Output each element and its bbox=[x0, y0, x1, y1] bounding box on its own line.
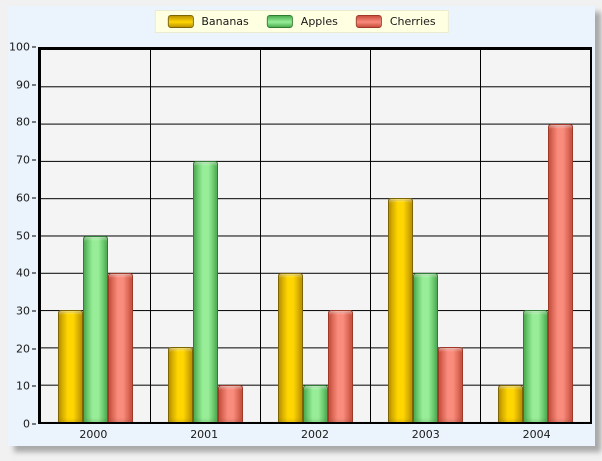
bar-cherries-2001[interactable] bbox=[217, 384, 243, 422]
bar-group-2001 bbox=[150, 49, 260, 422]
x-axis-label-2002: 2002 bbox=[300, 428, 329, 441]
bar-group-2002 bbox=[260, 49, 370, 422]
y-axis-tick: 50 bbox=[16, 229, 36, 242]
bar-cherries-2003[interactable] bbox=[437, 347, 463, 422]
y-axis-tick-label: 40 bbox=[16, 266, 30, 280]
y-axis-tick-mark bbox=[32, 348, 36, 350]
bar-cherries-2004[interactable] bbox=[547, 123, 573, 422]
bar-bananas-2004[interactable] bbox=[497, 384, 523, 422]
y-axis-tick-mark bbox=[32, 385, 36, 387]
bar-group-2003 bbox=[370, 49, 480, 422]
bar-apples-2002[interactable] bbox=[302, 384, 328, 422]
legend-item-apples[interactable]: Apples bbox=[266, 15, 338, 28]
chart-legend: Bananas Apples Cherries bbox=[154, 10, 449, 33]
plot-area bbox=[38, 47, 592, 424]
bar-cherries-2000[interactable] bbox=[107, 272, 133, 422]
y-axis-tick: 90 bbox=[16, 78, 36, 91]
legend-label: Bananas bbox=[201, 15, 249, 28]
x-axis: 2000 2001 2002 2003 2004 bbox=[38, 426, 592, 442]
bar-group-2004 bbox=[480, 49, 590, 422]
y-axis-tick: 10 bbox=[16, 380, 36, 393]
y-axis-tick-label: 70 bbox=[16, 153, 30, 167]
legend-item-cherries[interactable]: Cherries bbox=[355, 15, 436, 28]
y-axis-tick: 60 bbox=[16, 191, 36, 204]
y-axis-tick-mark bbox=[32, 121, 36, 123]
y-axis-tick: 100 bbox=[9, 41, 36, 54]
y-axis-tick: 30 bbox=[16, 304, 36, 317]
y-axis-tick-mark bbox=[32, 84, 36, 86]
y-axis-tick: 40 bbox=[16, 267, 36, 280]
bar-apples-2001[interactable] bbox=[192, 160, 218, 422]
y-axis-tick-mark bbox=[32, 159, 36, 161]
y-axis-tick-label: 90 bbox=[16, 78, 30, 92]
x-axis-label-2004: 2004 bbox=[522, 428, 551, 441]
x-axis-label-2001: 2001 bbox=[190, 428, 219, 441]
y-axis-tick: 70 bbox=[16, 154, 36, 167]
y-axis-tick-label: 10 bbox=[16, 379, 30, 393]
y-axis-tick-label: 100 bbox=[9, 40, 30, 54]
y-axis-tick-label: 20 bbox=[16, 342, 30, 356]
bar-bananas-2003[interactable] bbox=[387, 198, 413, 422]
bar-apples-2004[interactable] bbox=[522, 310, 548, 422]
bar-apples-2003[interactable] bbox=[412, 272, 438, 422]
x-axis-label-2003: 2003 bbox=[411, 428, 440, 441]
y-axis-tick: 80 bbox=[16, 116, 36, 129]
y-axis-tick: 20 bbox=[16, 342, 36, 355]
y-axis-tick-label: 30 bbox=[16, 304, 30, 318]
y-axis-tick-label: 80 bbox=[16, 115, 30, 129]
legend-swatch-cherries bbox=[355, 15, 382, 28]
y-axis-tick-mark bbox=[32, 310, 36, 312]
legend-swatch-apples bbox=[266, 15, 293, 28]
chart-panel: Bananas Apples Cherries 100 90 80 70 60 50 40 30 2… bbox=[8, 6, 595, 446]
bar-group-2000 bbox=[40, 49, 150, 422]
legend-label: Cherries bbox=[389, 15, 436, 28]
y-axis: 100 90 80 70 60 50 40 30 20 10 0 bbox=[8, 41, 36, 431]
legend-item-bananas[interactable]: Bananas bbox=[167, 15, 249, 28]
y-axis-tick-mark bbox=[32, 423, 36, 425]
bar-bananas-2001[interactable] bbox=[167, 347, 193, 422]
y-axis-tick-label: 60 bbox=[16, 191, 30, 205]
bar-bananas-2002[interactable] bbox=[277, 272, 303, 422]
y-axis-tick-mark bbox=[32, 46, 36, 48]
legend-swatch-bananas bbox=[167, 15, 194, 28]
y-axis-tick: 0 bbox=[23, 418, 36, 431]
y-axis-tick-label: 50 bbox=[16, 229, 30, 242]
bar-bananas-2000[interactable] bbox=[57, 310, 83, 422]
x-axis-label-2000: 2000 bbox=[79, 428, 108, 441]
bar-apples-2000[interactable] bbox=[82, 235, 108, 422]
y-axis-tick-mark bbox=[32, 235, 36, 236]
y-axis-tick-mark bbox=[32, 197, 36, 199]
bar-cherries-2002[interactable] bbox=[327, 310, 353, 422]
y-axis-tick-mark bbox=[32, 272, 36, 274]
bars-layer bbox=[40, 49, 590, 422]
y-axis-tick-label: 0 bbox=[23, 417, 30, 431]
legend-label: Apples bbox=[300, 15, 338, 28]
